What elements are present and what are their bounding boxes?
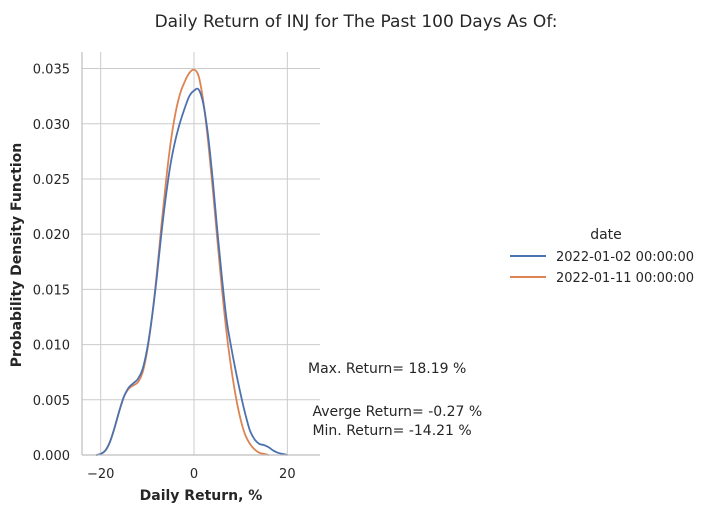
grid [82,52,320,455]
y-tick-label: 0.005 [33,394,70,409]
y-tick-label: 0.015 [33,283,70,298]
return-stats-annotation: Max. Return= 18.19 % Averge Return= -0.2… [308,361,482,439]
x-axis-label: Daily Return, % [140,488,263,504]
kde-line-series-1 [95,87,288,456]
legend-label-series-2: 2022-01-11 00:00:00 [556,271,694,286]
x-tick-label: 0 [190,467,198,482]
tick-labels: −20 0 20 0.000 0.005 0.010 0.015 0.020 0.025 0.03… [33,63,296,482]
y-axis-label: Probability Density Function [9,143,25,367]
y-tick-label: 0.025 [33,173,70,188]
legend-title: date [590,227,622,243]
chart-title: Daily Return of INJ for The Past 100 Day… [155,12,558,32]
annotation-average-return: Averge Return= -0.27 % [308,404,482,420]
y-tick-label: 0.035 [33,63,70,78]
x-tick-label: 20 [279,467,296,482]
kde-line-series-2 [95,68,269,456]
x-tick-label: −20 [87,467,114,482]
y-tick-label: 0.030 [33,118,70,133]
y-tick-label: 0.020 [33,228,70,243]
annotation-min-return: Min. Return= -14.21 % [308,423,472,439]
y-tick-label: 0.010 [33,339,70,354]
legend-label-series-1: 2022-01-02 00:00:00 [556,250,694,265]
annotation-max-return: Max. Return= 18.19 % [308,361,466,377]
y-tick-label: 0.000 [33,449,70,464]
series-lines [95,68,288,456]
axes [81,52,320,456]
legend: date 2022-01-02 00:00:00 2022-01-11 00:0… [510,227,694,286]
